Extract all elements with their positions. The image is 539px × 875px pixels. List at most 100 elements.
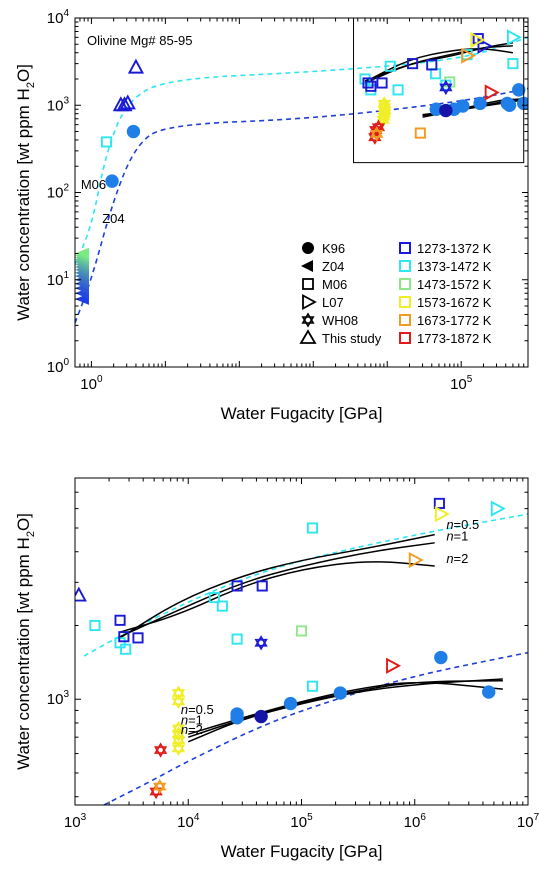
- series-m06: [114, 497, 445, 644]
- data-point: [231, 633, 243, 645]
- data-point: [216, 600, 228, 612]
- legend-marker: [302, 242, 314, 254]
- data-point: [230, 711, 244, 725]
- legend-temp-label: 1373-1472 K: [417, 259, 492, 274]
- x-tick-label: 105: [450, 374, 473, 393]
- legend-label: M06: [322, 277, 347, 292]
- star-part: [153, 782, 167, 795]
- curve-label-eq: =2: [454, 551, 469, 566]
- legend-temp-swatch: [399, 260, 411, 272]
- data-point: [171, 693, 186, 710]
- tick-base: 10: [80, 376, 97, 393]
- series-wh08: [254, 635, 268, 651]
- data-point: [365, 80, 377, 92]
- data-point: [502, 98, 517, 112]
- series-l07: [484, 84, 500, 101]
- legend-square: [302, 278, 314, 290]
- x-tick-label: 106: [404, 812, 427, 831]
- data-point: [295, 625, 308, 637]
- tick-base: 10: [177, 814, 194, 831]
- tick-exponent: 0: [97, 374, 103, 385]
- tick-exponent: 0: [63, 357, 69, 368]
- fit-curve-n1-6: [188, 679, 503, 738]
- y-tick-label: 101: [47, 270, 70, 289]
- tick-base: 10: [47, 691, 64, 708]
- y-tick-label: 100: [47, 357, 70, 376]
- star-part: [254, 638, 268, 651]
- curve-label: n=2: [446, 551, 468, 566]
- curve-label-n: n: [446, 528, 453, 543]
- tick-exponent: 3: [81, 812, 87, 823]
- data-point: [377, 96, 391, 112]
- data-point: [490, 500, 506, 517]
- legend-label: This study: [322, 331, 382, 346]
- legend-temp-swatch: [399, 296, 411, 308]
- curve-label-eq: =0.5: [454, 517, 480, 532]
- tick-base: 10: [517, 814, 534, 831]
- data-point: [105, 174, 119, 188]
- data-point: [434, 650, 448, 665]
- curve-label: n=2: [181, 722, 203, 737]
- data-point: [127, 58, 145, 74]
- star-part: [171, 740, 186, 753]
- data-point: [392, 84, 404, 96]
- legend-temp-label: 1773-1872 K: [417, 331, 492, 346]
- data-point: [407, 58, 419, 70]
- series-z04: [75, 247, 89, 305]
- fit-curve-Z04-1: [103, 651, 528, 805]
- curve-label: n=0.5: [181, 702, 214, 717]
- tick-exponent: 4: [63, 8, 69, 19]
- series-m06: [362, 33, 484, 92]
- data-point: [171, 685, 186, 701]
- legend-tri-left: [301, 260, 313, 272]
- legend-tri-up: [299, 329, 317, 344]
- tick-base: 10: [404, 814, 421, 831]
- data-point: [132, 632, 144, 644]
- data-point: [118, 631, 130, 643]
- data-point: [507, 58, 519, 70]
- tick-exponent: 2: [63, 183, 69, 194]
- curve-label: M06: [81, 177, 106, 192]
- curve-label-eq: =0.5: [188, 702, 214, 717]
- star-part: [171, 736, 186, 748]
- ylabel-sub: 2: [25, 82, 37, 88]
- series-this-study: [75, 586, 87, 602]
- data-point: [153, 742, 168, 758]
- legend-marker: [302, 278, 314, 290]
- data-point: [126, 124, 141, 139]
- data-point: [306, 680, 319, 692]
- y-tick-label: 103: [47, 689, 70, 708]
- data-point: [512, 83, 526, 97]
- plot-area: [75, 29, 528, 324]
- data-point: [100, 136, 113, 148]
- star-part: [171, 693, 186, 706]
- curve-label-n: n: [181, 702, 188, 717]
- star-part: [171, 697, 186, 710]
- curve-label: n=0.5: [446, 517, 479, 532]
- legend-temp-swatch: [399, 278, 411, 290]
- tick-base: 10: [450, 376, 467, 393]
- fit-curve-M06-0: [75, 36, 528, 265]
- series-k96: [439, 103, 453, 118]
- y-tick-label: 102: [47, 183, 70, 202]
- series-l07: [434, 505, 450, 523]
- y-axis-label: Water concentration [wt ppm H2O]: [14, 513, 37, 770]
- x-tick-label: 105: [290, 812, 313, 831]
- tick-base: 10: [290, 814, 307, 831]
- legend-marker: [302, 293, 317, 311]
- data-point: [434, 505, 450, 523]
- data-point: [370, 126, 384, 142]
- data-point: [414, 127, 426, 139]
- tick-exponent: 7: [534, 812, 539, 823]
- series-m06: [89, 522, 319, 692]
- fit-curve-n2-7: [188, 682, 503, 735]
- fit-curve-n05-2: [119, 533, 435, 639]
- star-part: [153, 746, 168, 758]
- series-m06: [295, 625, 308, 637]
- star-part: [377, 96, 391, 108]
- data-point: [256, 580, 268, 592]
- data-point: [456, 99, 470, 113]
- series-l07: [506, 29, 522, 46]
- legend-tri-right: [302, 293, 317, 311]
